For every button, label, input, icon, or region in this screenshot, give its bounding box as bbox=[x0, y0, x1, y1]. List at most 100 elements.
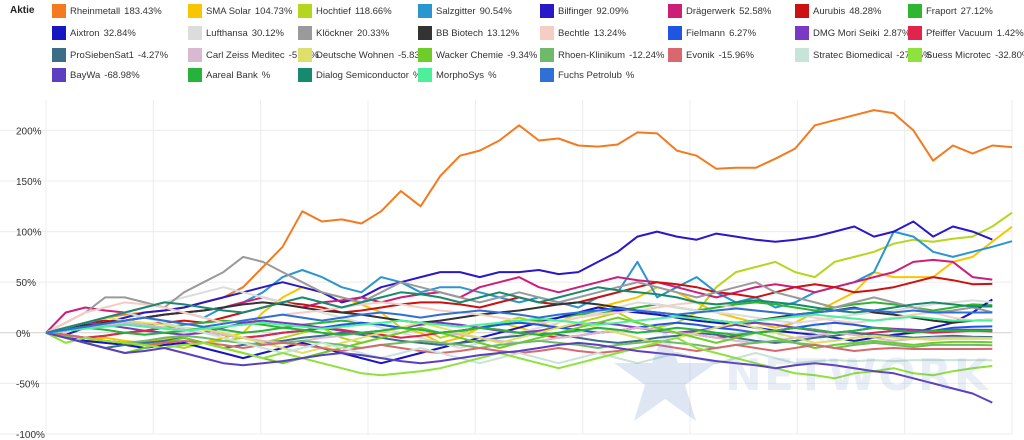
y-tick-label: 50% bbox=[16, 278, 36, 289]
legend-swatch bbox=[52, 26, 66, 40]
legend-item[interactable]: Fielmann 6.27% bbox=[668, 24, 756, 42]
legend-item[interactable]: Rhoen-Klinikum -12.24% bbox=[540, 46, 664, 64]
legend-label: Aareal Bank bbox=[206, 69, 258, 81]
legend-item[interactable]: Hochtief 118.66% bbox=[298, 2, 392, 20]
legend-item[interactable]: Drägerwerk 52.58% bbox=[668, 2, 771, 20]
legend-swatch bbox=[188, 48, 202, 62]
legend-label: Drägerwerk bbox=[686, 5, 736, 17]
legend-swatch bbox=[668, 4, 682, 18]
legend-swatch bbox=[52, 48, 66, 62]
legend-swatch bbox=[418, 68, 432, 82]
plot-area bbox=[46, 100, 1012, 434]
legend-label: Carl Zeiss Meditec bbox=[206, 49, 285, 61]
legend-label: ProSiebenSat1 bbox=[70, 49, 134, 61]
legend-value: 30.12% bbox=[251, 27, 284, 39]
legend-label: Aixtron bbox=[70, 27, 100, 39]
legend-swatch bbox=[908, 26, 922, 40]
y-tick-label: 200% bbox=[16, 126, 42, 137]
legend-swatch bbox=[540, 26, 554, 40]
legend-label: Salzgitter bbox=[436, 5, 476, 17]
legend-value: 90.54% bbox=[479, 5, 512, 17]
legend-label: Klöckner bbox=[316, 27, 353, 39]
legend-item[interactable]: MorphoSys% bbox=[418, 66, 497, 84]
legend-item[interactable]: Evonik -15.96% bbox=[668, 46, 754, 64]
legend-label: MorphoSys bbox=[436, 69, 485, 81]
legend-item[interactable]: Pfeiffer Vacuum 1.42% bbox=[908, 24, 1024, 42]
legend-label: Evonik bbox=[686, 49, 715, 61]
legend-label: Stratec Biomedical bbox=[813, 49, 893, 61]
legend-value: 32.84% bbox=[103, 27, 136, 39]
legend-item[interactable]: Aareal Bank% bbox=[188, 66, 270, 84]
series-line-4 bbox=[45, 220, 993, 336]
legend-label: DMG Mori Seiki bbox=[813, 27, 880, 39]
y-axis-labels: -100% -50% 0% 50% 100% 150% 200% bbox=[16, 126, 45, 440]
legend-item[interactable]: Aurubis 48.28% bbox=[795, 2, 881, 20]
legend-swatch bbox=[298, 48, 312, 62]
legend-item[interactable]: Dialog Semiconductor% bbox=[298, 66, 421, 84]
legend-label: Rhoen-Klinikum bbox=[558, 49, 626, 61]
legend-value: 48.28% bbox=[849, 5, 882, 17]
legend-item[interactable]: Klöckner 20.33% bbox=[298, 24, 389, 42]
legend-item[interactable]: BayWa -68.98% bbox=[52, 66, 140, 84]
legend-value: -15.96% bbox=[718, 49, 754, 61]
legend-swatch bbox=[795, 48, 809, 62]
legend-value: 6.27% bbox=[729, 27, 757, 39]
plot-background bbox=[46, 100, 1012, 434]
series-lines bbox=[45, 109, 1013, 404]
legend-value: % bbox=[413, 70, 421, 81]
legend-item[interactable]: DMG Mori Seiki 2.87% bbox=[795, 24, 910, 42]
legend-label: Fraport bbox=[926, 5, 957, 17]
legend-value: 13.12% bbox=[487, 27, 520, 39]
legend-title: Aktie bbox=[10, 5, 35, 16]
legend-swatch bbox=[540, 48, 554, 62]
legend-value: -32.80% bbox=[994, 49, 1024, 61]
legend-value: 2.87% bbox=[883, 27, 911, 39]
legend-item[interactable]: Bilfinger 92.09% bbox=[540, 2, 629, 20]
legend-label: Bilfinger bbox=[558, 5, 593, 17]
legend-item[interactable]: Rheinmetall 183.43% bbox=[52, 2, 162, 20]
legend-item[interactable]: Fraport 27.12% bbox=[908, 2, 993, 20]
legend-item[interactable]: Suess Microtec-32.80% bbox=[908, 46, 1024, 64]
legend-item[interactable]: Fuchs Petrolub% bbox=[540, 66, 634, 84]
legend-item[interactable]: BB Biotech 13.12% bbox=[418, 24, 519, 42]
legend-value: 118.66% bbox=[354, 5, 392, 17]
legend-item[interactable]: Bechtle 13.24% bbox=[540, 24, 626, 42]
legend-swatch bbox=[540, 68, 554, 82]
legend-label: Dialog Semiconductor bbox=[316, 69, 409, 81]
legend-label: Deutsche Wohnen bbox=[316, 49, 394, 61]
legend-swatch bbox=[668, 48, 682, 62]
legend-value: % bbox=[625, 69, 635, 81]
legend-item[interactable]: ProSiebenSat1 -4.27% bbox=[52, 46, 168, 64]
legend-label: Fielmann bbox=[686, 27, 726, 39]
series-line-23 bbox=[45, 331, 993, 380]
legend-item[interactable]: SMA Solar 104.73% bbox=[188, 2, 292, 20]
legend-label: Lufthansa bbox=[206, 27, 248, 39]
legend-value: 20.33% bbox=[356, 27, 390, 39]
legend-item[interactable]: Lufthansa 30.12% bbox=[188, 24, 284, 42]
legend-label: Bechtle bbox=[558, 27, 590, 39]
series-line-22 bbox=[45, 311, 993, 365]
legend-swatch bbox=[668, 26, 682, 40]
legend-item[interactable]: Deutsche Wohnen -5.83% bbox=[298, 46, 428, 64]
legend-value: 1.42% bbox=[996, 27, 1024, 39]
legend-swatch bbox=[908, 48, 922, 62]
legend-value: 183.43% bbox=[124, 5, 162, 17]
legend-swatch bbox=[52, 4, 66, 18]
legend-value: 13.24% bbox=[593, 27, 626, 39]
legend-item[interactable]: Salzgitter 90.54% bbox=[418, 2, 512, 20]
legend-swatch bbox=[298, 26, 312, 40]
legend-value: 27.12% bbox=[960, 5, 993, 17]
legend-swatch bbox=[52, 68, 66, 82]
y-tick-label: 150% bbox=[16, 177, 42, 188]
watermark-network: NETWORK bbox=[725, 350, 990, 401]
legend-item[interactable]: Aixtron 32.84% bbox=[52, 24, 136, 42]
series-line-18 bbox=[45, 316, 993, 354]
legend-value: 104.73% bbox=[254, 5, 293, 17]
y-tick-label: -100% bbox=[16, 430, 45, 440]
legend-swatch bbox=[298, 68, 312, 82]
legend-item[interactable]: Wacker Chemie -9.34% bbox=[418, 46, 537, 64]
legend-swatch bbox=[418, 4, 432, 18]
series-line-27 bbox=[45, 313, 993, 334]
legend-value: -4.27% bbox=[137, 49, 169, 61]
